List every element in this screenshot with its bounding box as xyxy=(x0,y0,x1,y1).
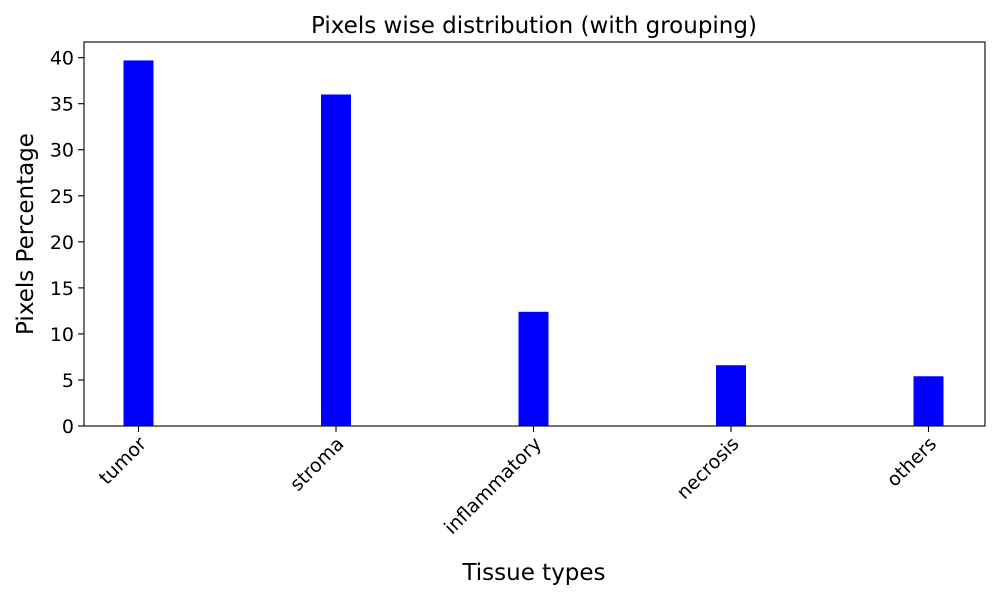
bar-others xyxy=(913,376,944,426)
y-tick-label: 20 xyxy=(50,232,74,254)
y-tick-label: 30 xyxy=(50,140,74,162)
plot-frame xyxy=(83,41,986,427)
x-tick-label: tumor xyxy=(95,433,151,489)
x-tick-label: stroma xyxy=(286,433,349,496)
y-tick-label: 15 xyxy=(50,278,74,300)
y-tick-label: 10 xyxy=(50,324,74,346)
bar-necrosis xyxy=(716,365,746,426)
bar-inflammatory xyxy=(518,311,549,426)
x-tick-label: inflammatory xyxy=(440,433,546,539)
bar-stroma xyxy=(321,94,351,427)
x-tick-label: necrosis xyxy=(673,433,744,504)
bar-tumor xyxy=(123,60,154,427)
y-tick-label: 35 xyxy=(50,94,74,116)
y-tick-label: 5 xyxy=(62,370,74,392)
y-tick-label: 40 xyxy=(50,48,74,70)
y-tick-label: 0 xyxy=(62,416,74,438)
x-tick-label: others xyxy=(883,433,941,491)
y-axis-label: Pixels Percentage xyxy=(13,133,39,335)
y-axis-ticks: 0 5 10 15 20 25 30 35 40 xyxy=(50,48,84,438)
chart-title: Pixels wise distribution (with grouping) xyxy=(311,13,757,39)
x-axis-ticks: tumor stroma inflammatory necrosis others xyxy=(95,426,941,539)
y-tick-label: 25 xyxy=(50,186,74,208)
x-axis-label: Tissue types xyxy=(461,560,605,586)
bars-group xyxy=(123,60,944,427)
